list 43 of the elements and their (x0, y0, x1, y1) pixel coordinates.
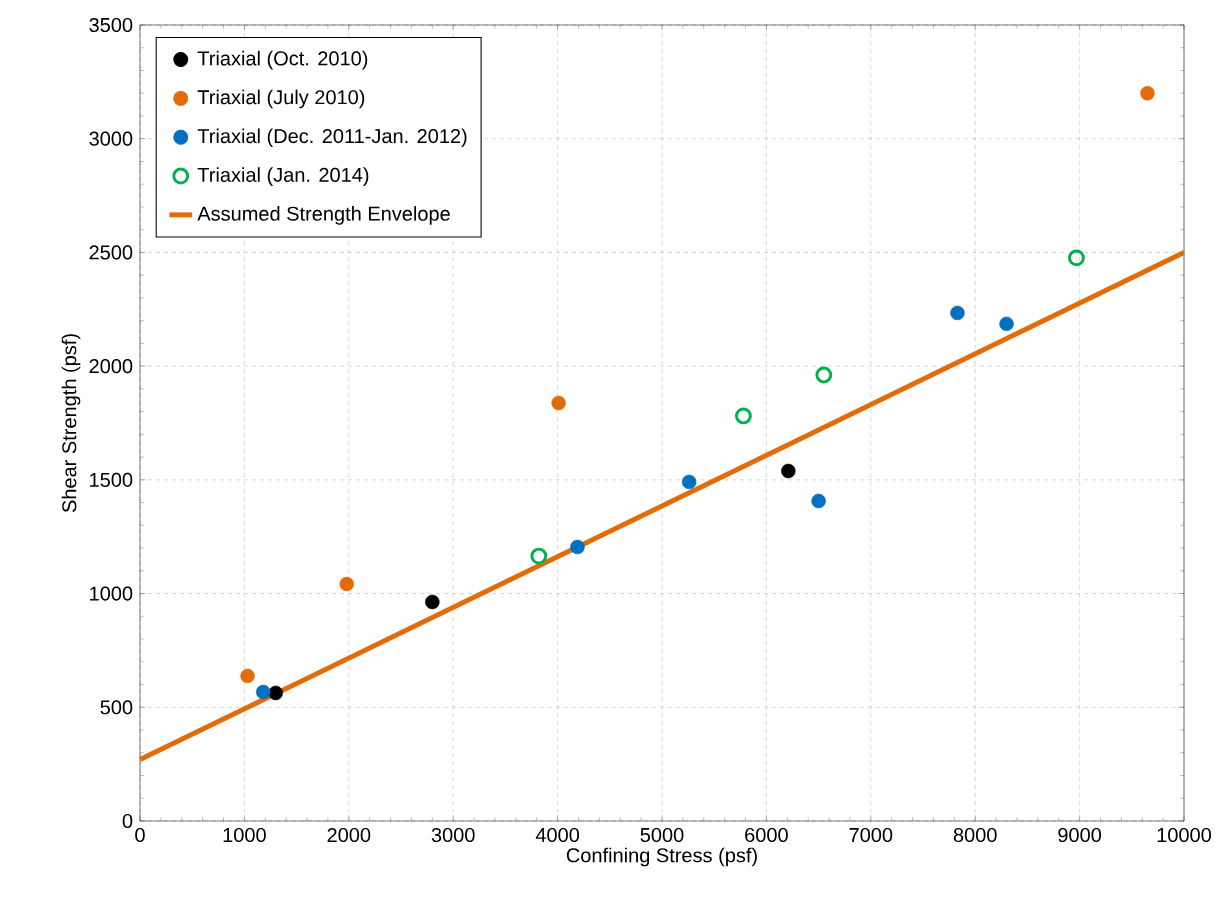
point (339, 576, 354, 592)
point (681, 474, 697, 490)
y-tick-label: 3000 (89, 131, 133, 146)
legend-label: Assumed Strength Envelope (197, 206, 450, 225)
y-tick-label: 500 (100, 700, 133, 715)
point (530, 547, 548, 565)
point (551, 395, 566, 411)
point (570, 539, 585, 555)
point (1140, 86, 1155, 101)
point (781, 463, 796, 479)
y-tick-label: 3500 (89, 17, 133, 33)
y-tick-label: 1500 (90, 472, 133, 487)
point (811, 493, 826, 509)
x-tick-label: 4000 (535, 827, 580, 843)
y-axis-title: Shear Strength (psf) (61, 334, 81, 513)
x-tick-label: 3000 (431, 827, 475, 843)
y-tick-label: 1000 (90, 586, 133, 601)
point (999, 316, 1014, 332)
legend-label: Triaxial (Oct. 2010) (197, 50, 368, 70)
x-tick-label: 1000 (223, 827, 266, 843)
y-tick-label: 0 (122, 813, 133, 829)
legend-label: Triaxial (Jan. 2014) (197, 167, 369, 186)
x-tick-label: 0 (135, 827, 145, 843)
legend-label: Triaxial (July 2010) (197, 89, 365, 109)
point (240, 668, 255, 684)
point (268, 685, 283, 701)
x-tick-label: 10000 (1157, 827, 1211, 843)
x-tick-label: 7000 (849, 827, 893, 843)
y-tick-label: 2000 (89, 359, 133, 374)
x-tick-label: 9000 (1058, 827, 1102, 843)
legend-label: Triaxial (Dec. 2011-Jan. 2012) (197, 128, 467, 148)
point (1068, 249, 1085, 267)
point (255, 684, 271, 700)
point (735, 407, 752, 425)
point (425, 594, 440, 610)
y-tick-label: 2500 (89, 245, 133, 260)
x-tick-label: 8000 (953, 827, 997, 843)
x-tick-label: 6000 (745, 827, 788, 843)
point (950, 305, 965, 321)
x-axis-title: Confining Stress (psf) (566, 847, 757, 867)
point (815, 366, 833, 384)
x-tick-label: 5000 (640, 827, 684, 843)
x-tick-label: 2000 (327, 827, 371, 843)
